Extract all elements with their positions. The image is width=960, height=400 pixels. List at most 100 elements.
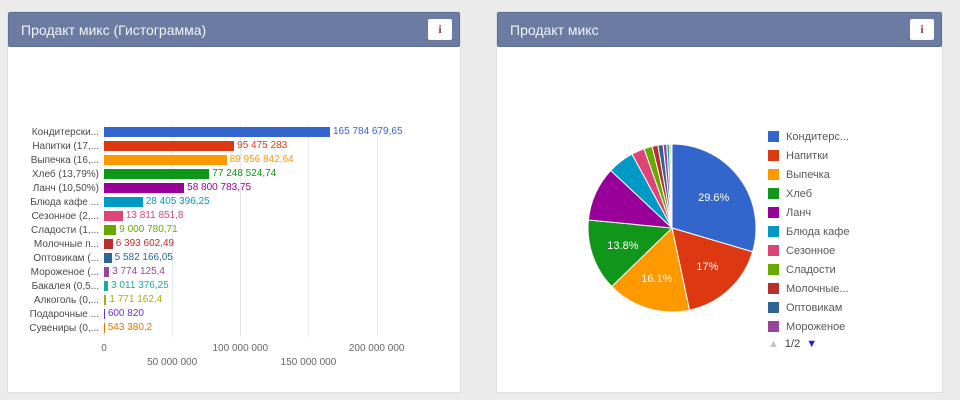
legend-item[interactable]: Сезонное (768, 241, 849, 260)
legend-item[interactable]: Мороженое (768, 317, 849, 336)
bar-track: 1 771 162,4 (104, 295, 438, 305)
pie-slice[interactable] (611, 227, 691, 313)
pie-slice[interactable] (671, 227, 754, 311)
pie-slice[interactable] (587, 219, 674, 288)
legend-item[interactable]: Сладости (768, 260, 849, 279)
x-axis-tick-label: 200 000 000 (348, 343, 405, 354)
pie-slice-label: 16.1% (641, 273, 672, 285)
legend-item[interactable]: Хлеб (768, 184, 849, 203)
legend-pagination: ▲ 1/2 ▼ (768, 338, 817, 350)
pie-slice[interactable] (670, 143, 673, 229)
bar[interactable] (104, 155, 227, 165)
legend-item-label: Сладости (786, 263, 836, 276)
legend-item[interactable]: Ланч (768, 203, 849, 222)
x-axis-tick-label: 150 000 000 (280, 357, 337, 368)
bar-row: Кондитерски... 165 784 679,65 (8, 125, 460, 139)
pie-slice[interactable] (671, 143, 757, 253)
bar-category-label: Алкоголь (0,... (33, 294, 99, 306)
pie-chart-legend: Кондитерс... Напитки Выпечка Хлеб Ланч Блюда … (768, 127, 849, 336)
bar-track: 95 475 283 (104, 141, 438, 151)
legend-item[interactable]: Выпечка (768, 165, 849, 184)
bar[interactable] (104, 281, 109, 291)
bar-category-label: Подарочные ... (29, 308, 99, 320)
bar-value-label: 5 582 166,05 (114, 252, 173, 263)
bar-chart-plot: Кондитерски... 165 784 679,65 Напитки (17,… (8, 125, 460, 335)
bar[interactable] (104, 253, 112, 263)
legend-swatch-icon (768, 283, 779, 294)
legend-item-label: Оптовикам (786, 301, 843, 314)
legend-item[interactable]: Блюда кафе (768, 222, 849, 241)
x-axis-tick-label: 50 000 000 (147, 357, 198, 368)
bar[interactable] (104, 239, 113, 249)
bar-track: 3 774 125,4 (104, 267, 438, 277)
bar[interactable] (104, 183, 185, 193)
legend-page-indicator: 1/2 (784, 338, 801, 350)
legend-item-label: Хлеб (786, 187, 813, 200)
bar-track: 13 811 851,8 (104, 211, 438, 221)
bar-chart-widget: Продакт микс (Гистограмма) i Кондитерски… (8, 12, 460, 392)
bar-category-label: Хлеб (13,79%) (31, 168, 99, 180)
bar-value-label: 3 011 376,25 (111, 280, 169, 291)
bar-row: Мороженое (... 3 774 125,4 (8, 265, 460, 279)
bar-value-label: 28 405 396,25 (145, 196, 210, 207)
legend-item[interactable]: Напитки (768, 146, 849, 165)
bar-category-label: Выпечка (16,... (30, 154, 99, 166)
bar[interactable] (104, 225, 117, 235)
legend-swatch-icon (768, 245, 779, 256)
bar[interactable] (104, 267, 110, 277)
bar-category-label: Сладости (1,... (31, 224, 99, 236)
bar-row: Подарочные ... 600 820 (8, 307, 460, 321)
bar[interactable] (104, 197, 143, 207)
bar-track: 28 405 396,25 (104, 197, 438, 207)
bar[interactable] (104, 309, 105, 319)
bar-category-label: Напитки (17,... (32, 140, 99, 152)
bar[interactable] (104, 141, 235, 151)
legend-swatch-icon (768, 169, 779, 180)
bar-chart-widget-header: Продакт микс (Гистограмма) i (8, 12, 460, 47)
bar-row: Молочные п... 6 393 602,49 (8, 237, 460, 251)
bar-value-label: 95 475 283 (237, 140, 288, 151)
bar[interactable] (104, 323, 105, 333)
bar[interactable] (104, 169, 210, 179)
bar-row: Хлеб (13,79%) 77 248 524,74 (8, 167, 460, 181)
bar-row: Алкоголь (0,... 1 771 162,4 (8, 293, 460, 307)
bar-track: 77 248 524,74 (104, 169, 438, 179)
bar[interactable] (104, 127, 330, 137)
bar-row: Напитки (17,... 95 475 283 (8, 139, 460, 153)
bar-track: 6 393 602,49 (104, 239, 438, 249)
legend-item[interactable]: Кондитерс... (768, 127, 849, 146)
pie-chart-widget: Продакт микс i 29.6% 17% 16.1% 13.8% Кондит… (497, 12, 942, 392)
legend-swatch-icon (768, 321, 779, 332)
bar-category-label: Сувениры (0,... (29, 322, 99, 334)
bar-row: Сладости (1,... 9 000 780,71 (8, 223, 460, 237)
bar-track: 89 956 842,64 (104, 155, 438, 165)
x-axis-tick-row-2: 50 000 000 150 000 000 (104, 357, 438, 369)
legend-item-label: Сезонное (786, 244, 836, 257)
bar[interactable] (104, 295, 107, 305)
bar-category-label: Кондитерски... (31, 126, 99, 138)
legend-item[interactable]: Оптовикам (768, 298, 849, 317)
bar-category-label: Бакалея (0,5... (31, 280, 99, 292)
legend-item-label: Ланч (786, 206, 812, 219)
info-button[interactable]: i (910, 19, 934, 40)
pie-chart-widget-title: Продакт микс (510, 21, 599, 38)
pie-slice-label: 17% (696, 261, 718, 273)
legend-page-down-icon[interactable]: ▼ (806, 338, 818, 350)
bar-chart-widget-title: Продакт микс (Гистограмма) (21, 21, 207, 38)
bar-track: 543 380,2 (104, 323, 438, 333)
bar-track: 3 011 376,25 (104, 281, 438, 291)
legend-item[interactable]: Молочные... (768, 279, 849, 298)
bar-value-label: 3 774 125,4 (112, 266, 165, 277)
bar-value-label: 77 248 524,74 (212, 168, 277, 179)
bar-row: Блюда кафе ... 28 405 396,25 (8, 195, 460, 209)
bar[interactable] (104, 211, 123, 221)
bar-row: Ланч (10,50%) 58 800 783,75 (8, 181, 460, 195)
bar-value-label: 165 784 679,65 (333, 126, 403, 137)
legend-page-up-icon[interactable]: ▲ (768, 338, 779, 350)
bar-value-label: 1 771 162,4 (109, 294, 163, 305)
bar-category-label: Блюда кафе ... (30, 196, 99, 208)
info-button[interactable]: i (428, 19, 452, 40)
legend-swatch-icon (768, 188, 779, 199)
legend-item-label: Блюда кафе (786, 225, 850, 238)
legend-item-label: Молочные... (786, 282, 849, 295)
